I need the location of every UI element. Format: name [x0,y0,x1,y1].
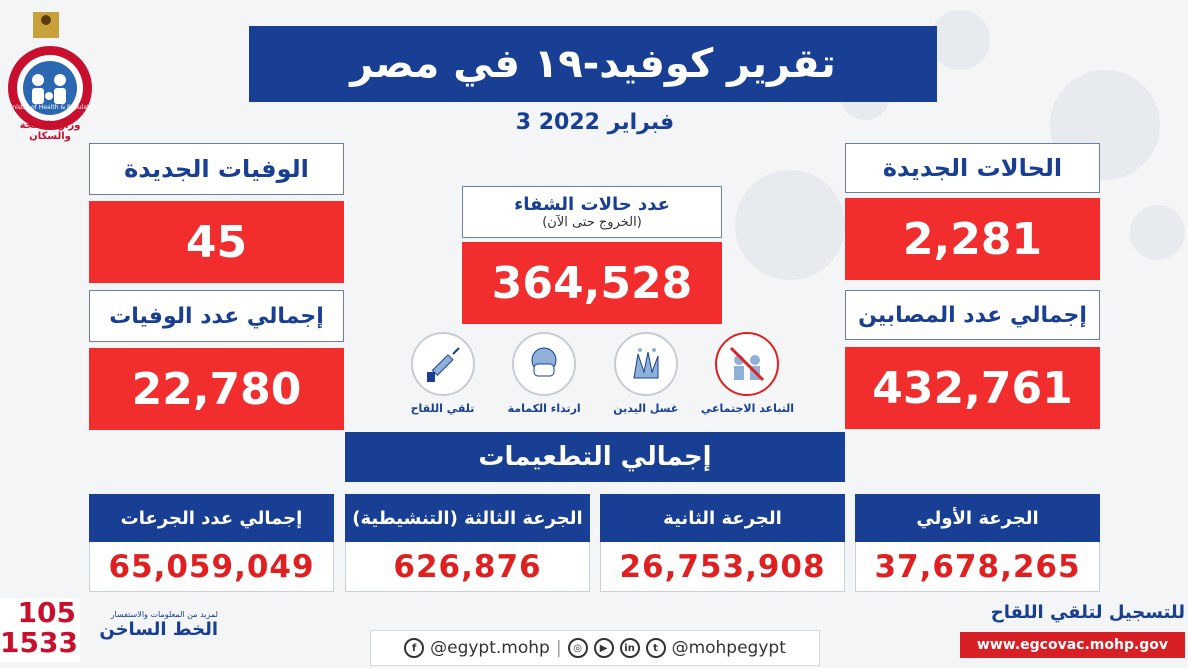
social-distancing-icon [715,332,780,396]
ministry-name-ar: وزارة الصحة والسكان [19,120,81,142]
new-cases-label: الحالات الجديدة [845,143,1100,193]
recovered-label: عدد حالات الشفاء [514,194,670,215]
new-deaths-value: 45 [89,201,344,283]
total-cases-label: إجمالي عدد المصابين [845,290,1100,340]
instagram-icon[interactable]: ◎ [567,638,588,658]
vaccine-icon [410,332,475,396]
register-url[interactable]: www.egcovac.mohp.gov [960,632,1185,658]
twitter-icon[interactable]: t [645,638,666,658]
ministry-name-en: Ministry of Health & Population [5,104,99,111]
second-dose-value: 26,753,908 [600,542,845,592]
second-dose-label: الجرعة الثانية [600,494,845,542]
precautions-row: تلقي اللقاح ارتداء الكمامة غسل اليدين ال… [395,332,795,427]
social-handle-other[interactable]: @mohpegypt [671,638,786,658]
precaution-handwash: غسل اليدين [598,332,693,427]
total-doses-label: إجمالي عدد الجرعات [89,494,334,542]
precaution-label: التباعد الاجتماعي [700,402,795,415]
first-dose-label: الجرعة الأولي [855,494,1100,542]
hotline-number: 105 [17,598,76,629]
vaccinations-title: إجمالي التطعيمات [345,432,845,482]
recovered-value: 364,528 [462,242,722,324]
social-bar: f @egypt.mohp | ◎ ▶ in t @mohpegypt [370,630,820,666]
precaution-vaccine: تلقي اللقاح [395,332,490,427]
hotline-numbers: 105 15335 [0,598,80,662]
total-deaths-label: إجمالي عدد الوفيات [89,290,344,342]
facebook-icon[interactable]: f [404,638,425,658]
precaution-mask: ارتداء الكمامة [497,332,592,427]
first-dose-value: 37,678,265 [855,542,1100,592]
recovered-label-box: عدد حالات الشفاء (الخروج حتى الآن) [462,186,722,238]
virus-decoration [930,10,990,70]
third-dose-label: الجرعة الثالثة (التنشيطية) [345,494,590,542]
hotline-label: الخط الساخن [99,619,218,640]
social-handle-facebook[interactable]: @egypt.mohp [430,638,550,658]
new-deaths-label: الوفيات الجديدة [89,143,344,195]
total-doses-value: 65,059,049 [89,542,334,592]
hotline-small-text: لمزيد من المعلومات والاستفسار [110,610,218,619]
virus-decoration [1130,205,1185,260]
hotline-number: 15335 [0,626,80,659]
recovered-sublabel: (الخروج حتى الآن) [542,215,642,230]
ministry-logo [0,8,102,140]
precaution-distancing: التباعد الاجتماعي [700,332,795,427]
virus-decoration [735,170,845,280]
hand-washing-icon [613,332,678,396]
precaution-label: ارتداء الكمامة [507,402,581,415]
report-date: 3 فبراير 2022 [515,110,675,135]
total-cases-value: 432,761 [845,347,1100,429]
separator: | [555,638,562,658]
linkedin-icon[interactable]: in [619,638,640,658]
precaution-label: تلقي اللقاح [410,402,475,415]
total-deaths-value: 22,780 [89,348,344,430]
page-title: تقرير كوفيد-١٩ في مصر [249,26,937,102]
third-dose-value: 626,876 [345,542,590,592]
new-cases-value: 2,281 [845,198,1100,280]
youtube-icon[interactable]: ▶ [593,638,614,658]
hotline-label-block: لمزيد من المعلومات والاستفسار الخط الساخ… [88,610,218,640]
register-label: للتسجيل لتلقي اللقاح [990,602,1185,623]
face-mask-icon [512,332,577,396]
precaution-label: غسل اليدين [613,402,679,415]
